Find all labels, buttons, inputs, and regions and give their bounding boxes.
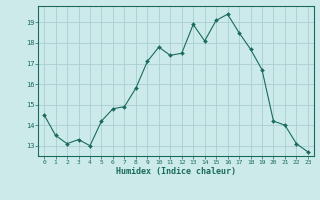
X-axis label: Humidex (Indice chaleur): Humidex (Indice chaleur) (116, 167, 236, 176)
